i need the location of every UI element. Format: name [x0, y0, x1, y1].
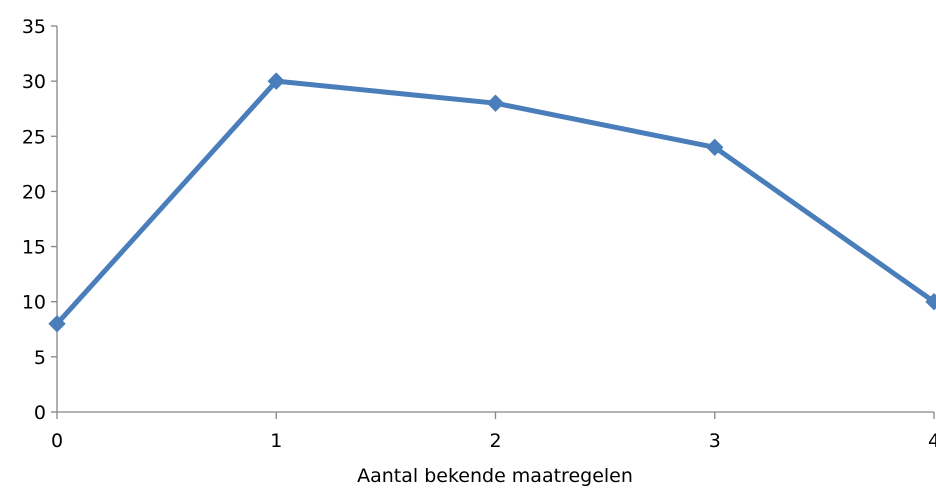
series-layer	[48, 72, 936, 333]
x-axis: 0 1 2 3 4	[51, 411, 936, 452]
x-tick-label: 0	[51, 430, 63, 452]
y-tick-label: 20	[22, 181, 46, 203]
data-point-marker	[48, 315, 66, 333]
series-line	[54, 78, 936, 327]
y-tick-label: 0	[34, 402, 46, 424]
data-point-marker	[486, 94, 505, 112]
x-tick-label: 2	[489, 430, 501, 452]
y-tick-label: 35	[22, 16, 46, 38]
x-axis-title: Aantal bekende maatregelen	[357, 465, 633, 487]
x-tick-label: 3	[709, 430, 721, 452]
x-tick-label: 1	[270, 430, 282, 452]
y-tick-label: 15	[22, 237, 46, 259]
data-point-marker	[267, 72, 285, 90]
y-tick-label: 10	[22, 292, 46, 314]
data-point-marker	[706, 138, 724, 157]
y-axis: 0 5 10 15 20 25 30 35	[22, 16, 58, 424]
data-point-marker	[925, 293, 936, 311]
x-tick-label: 4	[928, 430, 936, 452]
y-tick-label: 30	[22, 71, 46, 93]
y-tick-label: 5	[34, 347, 46, 369]
y-tick-label: 25	[22, 126, 46, 148]
